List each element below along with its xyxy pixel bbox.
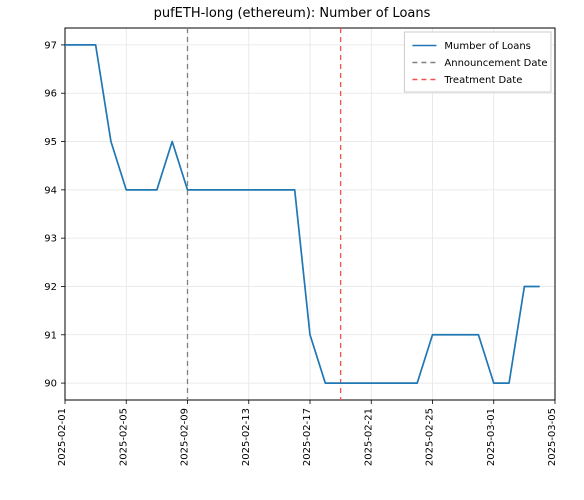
y-tick-label: 95	[44, 137, 57, 148]
chart-title: pufETH-long (ethereum): Number of Loans	[0, 6, 584, 21]
y-tick-label: 91	[44, 330, 57, 341]
x-tick-label: 2025-02-25	[425, 408, 436, 466]
x-tick-label: 2025-02-21	[363, 408, 374, 466]
y-tick-label: 92	[44, 282, 57, 293]
legend-label: Treatment Date	[443, 75, 522, 86]
y-tick-label: 97	[44, 40, 57, 51]
legend-label: Announcement Date	[444, 58, 547, 69]
chart-container: pufETH-long (ethereum): Number of Loans …	[0, 0, 584, 500]
chart-svg: 90 91 92 93 94 95 96 97 2025-02-01 2025-02-05 2025…	[0, 0, 584, 500]
x-tick-label: 2025-02-17	[302, 408, 313, 466]
legend-label: Mumber of Loans	[444, 41, 531, 52]
legend: Mumber of Loans Announcement Date Treatmen…	[404, 32, 551, 92]
x-tick-label: 2025-03-01	[486, 408, 497, 466]
y-tick-label: 94	[44, 185, 57, 196]
x-tick-label: 2025-02-05	[118, 408, 129, 466]
y-tick-label: 93	[44, 234, 57, 245]
y-tick-label: 96	[44, 89, 57, 100]
y-tick-label: 90	[44, 379, 57, 390]
x-tick-label: 2025-02-13	[241, 408, 252, 466]
x-tick-label: 2025-02-01	[57, 408, 68, 466]
x-tick-label: 2025-03-05	[547, 408, 558, 466]
x-tick-label: 2025-02-09	[180, 408, 191, 466]
